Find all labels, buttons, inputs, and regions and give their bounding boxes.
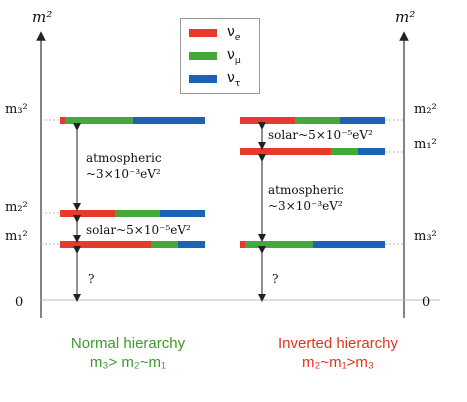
legend-swatch-nu-tau (189, 75, 217, 83)
inverted-atmospheric-value: ~3×10⁻³eV² (268, 199, 343, 213)
legend-subscript: μ (234, 55, 241, 66)
inverted-bar-m3 (240, 241, 385, 248)
normal-caption-relation: m₃> m₂~m₁ (89, 354, 167, 371)
legend-subscript: e (234, 32, 241, 43)
normal-atmospheric-value: ~3×10⁻³eV² (86, 167, 161, 181)
left-axis-title: m² (32, 8, 53, 26)
normal-m1-label: m₁² (5, 229, 28, 244)
normal-zero-label: 0 (15, 295, 24, 310)
legend-symbol: ν (227, 69, 235, 86)
inverted-m3-label: m₃² (414, 229, 437, 244)
legend-item-nu-e: νe (189, 23, 241, 43)
normal-caption-title: Normal hierarchy (70, 335, 186, 352)
normal-m2-label: m₂² (5, 200, 28, 215)
normal-caption: Normal hierarchy m₃> m₂~m₁ (38, 334, 218, 372)
normal-bar-m1 (60, 241, 205, 248)
normal-m3-label: m₃² (5, 102, 28, 117)
inverted-lowest-label: ? (272, 272, 279, 286)
normal-bar-m2 (60, 210, 205, 217)
inverted-atmospheric-label: atmospheric (268, 183, 344, 197)
legend-symbol: ν (227, 46, 235, 63)
right-axis-title: m² (395, 8, 416, 26)
normal-atmospheric-label: atmospheric (86, 151, 162, 165)
inverted-bar-m1 (240, 148, 385, 155)
legend-item-nu-mu: νμ (189, 46, 241, 66)
normal-lowest-label: ? (88, 272, 95, 286)
legend-swatch-nu-mu (189, 52, 217, 60)
inverted-caption-title: Inverted hierarchy (277, 335, 399, 352)
legend-swatch-nu-e (189, 29, 217, 37)
normal-solar-label: solar~5×10⁻⁵eV² (86, 223, 191, 237)
legend: νe νμ ντ (180, 18, 260, 94)
inverted-bar-m2 (240, 117, 385, 124)
inverted-caption: Inverted hierarchy m₂~m₁>m₃ (248, 334, 428, 372)
inverted-zero-label: 0 (422, 295, 431, 310)
legend-subscript: τ (234, 78, 241, 89)
legend-item-nu-tau: ντ (189, 69, 241, 89)
inverted-solar-label: solar~5×10⁻⁵eV² (268, 128, 373, 142)
legend-symbol: ν (227, 23, 235, 40)
inverted-m1-label: m₁² (414, 137, 437, 152)
inverted-caption-relation: m₂~m₁>m₃ (302, 354, 374, 371)
inverted-m2-label: m₂² (414, 102, 437, 117)
normal-bar-m3 (60, 117, 205, 124)
